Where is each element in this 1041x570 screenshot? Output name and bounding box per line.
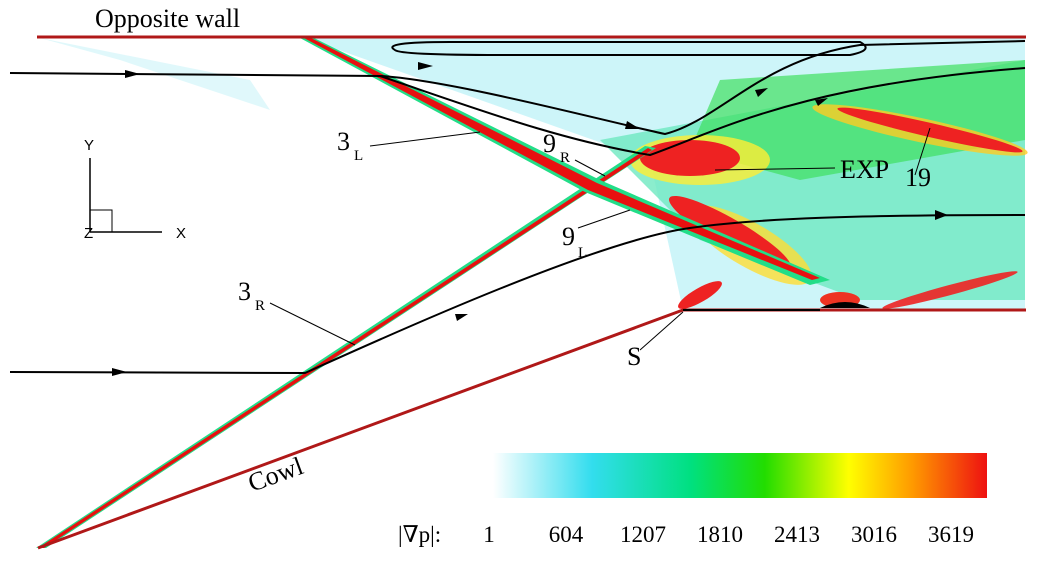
axis-x-label: X [176, 225, 186, 242]
shocks [36, 38, 830, 548]
colorbar-tick-label: 3619 [928, 522, 974, 547]
axis-triad [89, 158, 162, 233]
shock-3l: 3 [337, 127, 350, 156]
shock-9r: 9 [543, 129, 556, 158]
cowl-label: Cowl [244, 451, 307, 498]
opposite-wall-label: Opposite wall [95, 4, 240, 33]
colorbar-tick-label: 1 [483, 522, 495, 547]
shock-9l-sub: L [578, 245, 587, 261]
shock-9l: 9 [562, 222, 575, 251]
colorbar [493, 453, 987, 498]
label-19: 19 [905, 163, 931, 192]
leader-lines [269, 127, 931, 351]
colorbar-tick-label: 1810 [697, 522, 743, 547]
axis-z-label: Z [84, 225, 93, 242]
separation-bubble [820, 302, 870, 308]
label-s: S [627, 342, 641, 371]
shock-3r-sub: R [255, 298, 265, 314]
streamlines [9, 40, 1026, 375]
exp-label: EXP [840, 155, 889, 184]
arrows [112, 62, 948, 376]
shock-3r: 3 [238, 277, 251, 306]
colorbar-ticks: 1 604 1207 1810 2413 3016 3619 [483, 522, 974, 547]
axis-y-label: Y [84, 137, 94, 154]
colorbar-tick-label: 2413 [774, 522, 820, 547]
shock-3l-sub: L [354, 148, 363, 164]
colorbar-tick-label: 3016 [851, 522, 897, 547]
colorbar-label: |∇p|: [398, 522, 441, 547]
cowl-wall [37, 308, 1026, 550]
colorbar-tick-label: 1207 [620, 522, 666, 547]
shock-9r-sub: R [560, 150, 570, 166]
colorbar-tick-label: 604 [549, 522, 584, 547]
